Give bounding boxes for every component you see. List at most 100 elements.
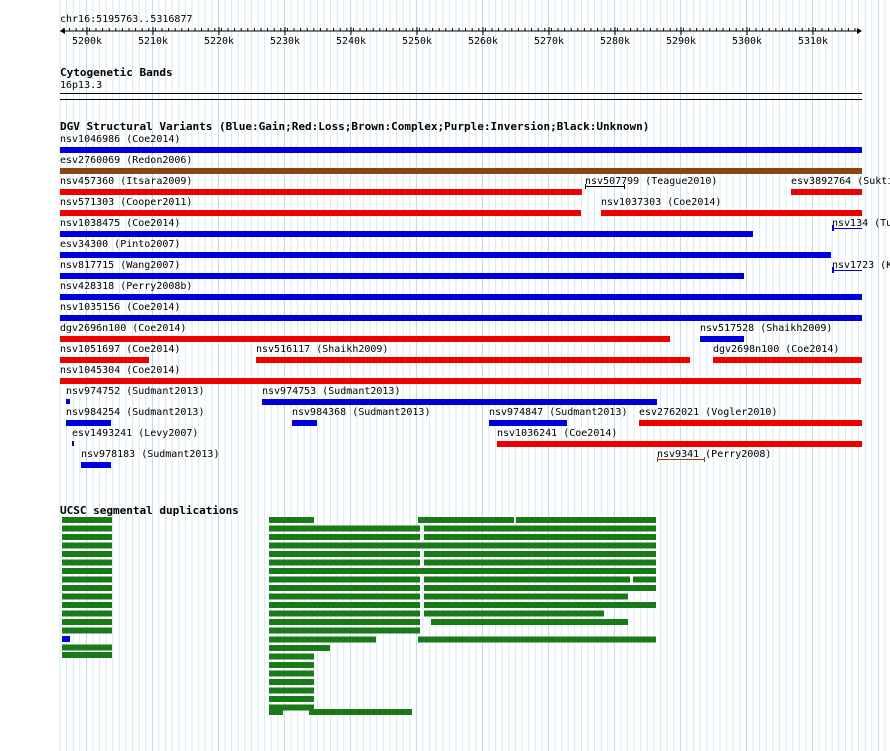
- dgv-feature-bar[interactable]: [60, 315, 862, 321]
- dgv-feature-bar[interactable]: [713, 357, 862, 363]
- dgv-feature-label: nsv984368 (Sudmant2013): [292, 407, 431, 418]
- segdup-feature[interactable]: [424, 525, 656, 532]
- segdup-feature[interactable]: [424, 610, 604, 617]
- segdup-feature[interactable]: [269, 542, 420, 549]
- segdup-feature[interactable]: [269, 534, 420, 540]
- dgv-feature-bar[interactable]: [585, 186, 625, 187]
- dgv-feature-bar[interactable]: [60, 357, 149, 363]
- segdup-feature[interactable]: [269, 593, 420, 600]
- segdup-feature[interactable]: [269, 704, 314, 711]
- segdup-feature[interactable]: [62, 619, 112, 625]
- segdup-feature[interactable]: [269, 568, 420, 574]
- segdup-feature[interactable]: [269, 670, 314, 677]
- dgv-feature-label: nsv974753 (Sudmant2013): [262, 386, 401, 397]
- segdup-feature[interactable]: [424, 585, 656, 591]
- segdup-feature[interactable]: [269, 559, 420, 566]
- segdup-feature[interactable]: [62, 517, 112, 523]
- segdup-feature[interactable]: [269, 619, 420, 625]
- segdup-feature[interactable]: [62, 652, 112, 658]
- dgv-feature-bar[interactable]: [832, 228, 862, 229]
- segdup-feature[interactable]: [62, 585, 112, 591]
- dgv-feature-bar[interactable]: [60, 336, 670, 342]
- segdup-feature[interactable]: [269, 576, 420, 583]
- segdup-feature[interactable]: [424, 559, 656, 566]
- dgv-feature-bar[interactable]: [81, 462, 111, 468]
- segdup-feature[interactable]: [269, 602, 420, 608]
- dgv-feature-bar[interactable]: [497, 441, 862, 447]
- dgv-feature-bar[interactable]: [60, 210, 581, 216]
- segdup-feature[interactable]: [418, 542, 656, 549]
- dgv-feature-bar[interactable]: [262, 399, 657, 405]
- dgv-feature-bar[interactable]: [60, 168, 862, 174]
- segdup-feature[interactable]: [424, 551, 656, 557]
- dgv-feature-bar[interactable]: [60, 147, 862, 153]
- segdup-feature[interactable]: [62, 559, 112, 566]
- dgv-feature-bar[interactable]: [791, 189, 862, 195]
- dgv-feature-bar[interactable]: [60, 273, 744, 279]
- segdup-feature[interactable]: [269, 585, 420, 591]
- segdup-feature[interactable]: [269, 636, 376, 643]
- dgv-feature-bar[interactable]: [60, 294, 862, 300]
- dgv-feature-bar[interactable]: [657, 459, 705, 460]
- dgv-feature-label: nsv1051697 (Coe2014): [60, 344, 181, 355]
- segdup-feature[interactable]: [418, 636, 656, 643]
- dgv-feature-bar[interactable]: [72, 441, 74, 446]
- dgv-feature-bar[interactable]: [60, 231, 753, 237]
- segdup-feature[interactable]: [269, 610, 420, 617]
- dgv-feature-bar[interactable]: [489, 420, 567, 426]
- dgv-feature-bar[interactable]: [60, 378, 861, 384]
- segdup-feature[interactable]: [269, 627, 420, 634]
- segdup-feature[interactable]: [424, 576, 656, 583]
- ruler-tick-label: 5260k: [468, 36, 498, 47]
- segdup-feature[interactable]: [269, 653, 314, 660]
- segdup-feature[interactable]: [62, 551, 112, 557]
- dgv-feature-bar[interactable]: [66, 420, 111, 426]
- segdup-feature[interactable]: [424, 593, 628, 600]
- segdup-feature[interactable]: [62, 576, 112, 583]
- dgv-feature-label: nsv974847 (Sudmant2013): [489, 407, 628, 418]
- dgv-feature-bar[interactable]: [639, 420, 862, 426]
- segdup-feature[interactable]: [269, 696, 314, 702]
- dgv-feature-label: dgv2696n100 (Coe2014): [60, 323, 187, 334]
- segdup-feature[interactable]: [62, 644, 112, 651]
- dgv-feature-bar[interactable]: [60, 252, 831, 258]
- segdup-feature[interactable]: [628, 593, 631, 600]
- dgv-feature-bar[interactable]: [60, 189, 582, 195]
- segdup-feature[interactable]: [431, 619, 628, 625]
- segdup-feature[interactable]: [62, 593, 112, 600]
- dgv-feature-label: nsv1037303 (Coe2014): [601, 197, 722, 208]
- dgv-feature-label: nsv134 (Tu: [832, 218, 890, 229]
- dgv-feature-bar[interactable]: [601, 210, 862, 216]
- segdup-feature[interactable]: [309, 709, 412, 715]
- segdup-feature[interactable]: [420, 568, 656, 574]
- dgv-feature-bar[interactable]: [292, 420, 317, 426]
- dgv-feature-bar[interactable]: [66, 399, 70, 404]
- segdup-feature[interactable]: [269, 645, 330, 651]
- ruler-tick-label: 5210k: [138, 36, 168, 47]
- segdup-feature[interactable]: [62, 610, 112, 617]
- segdup-feature[interactable]: [62, 534, 112, 540]
- segdup-feature[interactable]: [62, 636, 70, 642]
- segdup-feature[interactable]: [62, 542, 112, 549]
- dgv-feature-bar[interactable]: [832, 270, 862, 271]
- segdup-feature[interactable]: [269, 709, 283, 715]
- segdup-feature[interactable]: [62, 525, 112, 532]
- segdup-feature[interactable]: [62, 627, 112, 634]
- segdup-feature[interactable]: [630, 576, 633, 583]
- segdup-feature[interactable]: [62, 568, 112, 574]
- segdup-feature[interactable]: [269, 551, 420, 557]
- segdup-feature[interactable]: [269, 517, 314, 523]
- dgv-feature-bar[interactable]: [700, 336, 744, 342]
- segdup-feature[interactable]: [269, 525, 420, 532]
- segdup-feature[interactable]: [62, 602, 112, 608]
- dgv-track-title: DGV Structural Variants (Blue:Gain;Red:L…: [60, 120, 650, 133]
- segdup-feature[interactable]: [269, 662, 314, 668]
- segdup-feature[interactable]: [418, 517, 514, 523]
- segdup-feature[interactable]: [269, 679, 314, 685]
- segdup-feature[interactable]: [269, 687, 314, 694]
- dgv-feature-bar[interactable]: [256, 357, 690, 363]
- segdup-feature[interactable]: [424, 602, 656, 608]
- segdup-feature[interactable]: [516, 517, 656, 523]
- segdup-feature[interactable]: [424, 534, 656, 540]
